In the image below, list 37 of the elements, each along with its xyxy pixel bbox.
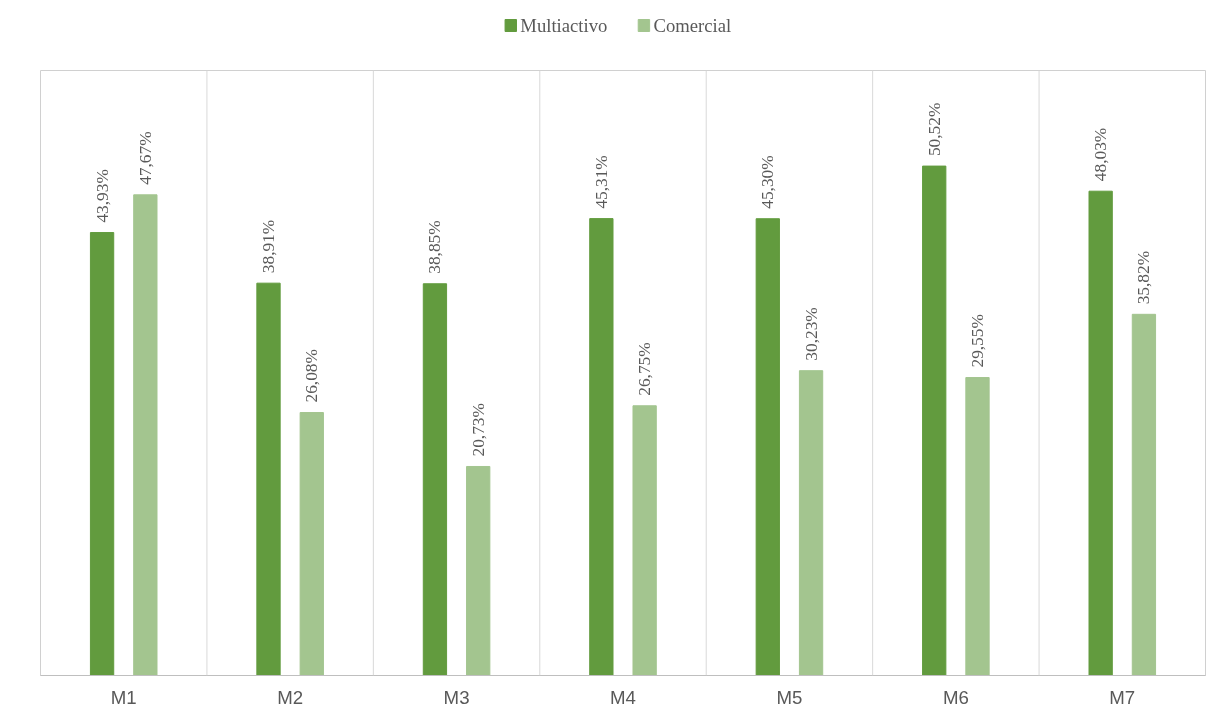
- bar: [422, 283, 448, 676]
- data-label: 38,91%: [259, 219, 279, 274]
- bar: [299, 412, 324, 676]
- x-tick-label: M3: [443, 686, 470, 708]
- bar: [755, 218, 780, 676]
- legend-label: Comercial: [653, 15, 732, 36]
- bar: [922, 165, 947, 676]
- data-label: 35,82%: [1134, 250, 1154, 305]
- data-label: 29,55%: [967, 314, 987, 368]
- bar: [133, 194, 158, 676]
- bar: [89, 232, 115, 676]
- x-tick-label: M6: [942, 686, 969, 708]
- x-tick-label: M4: [610, 686, 636, 708]
- data-label: 30,23%: [801, 307, 821, 361]
- data-label: 45,31%: [591, 155, 611, 209]
- data-label: 20,73%: [468, 403, 488, 457]
- data-label: 26,75%: [635, 342, 655, 396]
- data-label: 48,03%: [1091, 127, 1111, 182]
- data-label: 38,85%: [425, 220, 445, 274]
- x-tick-label: M5: [776, 686, 803, 708]
- bar: [632, 405, 657, 676]
- data-label: 43,93%: [92, 169, 112, 223]
- bar: [589, 218, 614, 676]
- bar: [798, 370, 824, 676]
- bar: [1088, 190, 1113, 676]
- x-tick-label: M7: [1109, 686, 1136, 708]
- x-tick-label: M2: [277, 686, 304, 708]
- data-label: 45,30%: [758, 155, 778, 209]
- data-label: 26,08%: [302, 349, 322, 403]
- bar: [1131, 313, 1157, 676]
- x-tick-label: M1: [110, 686, 137, 708]
- bar: [466, 465, 491, 676]
- data-label: 50,52%: [924, 102, 944, 157]
- data-label: 47,67%: [135, 131, 155, 185]
- bar: [256, 282, 281, 676]
- legend-label: Multiactivo: [520, 15, 608, 36]
- bar: [965, 377, 990, 676]
